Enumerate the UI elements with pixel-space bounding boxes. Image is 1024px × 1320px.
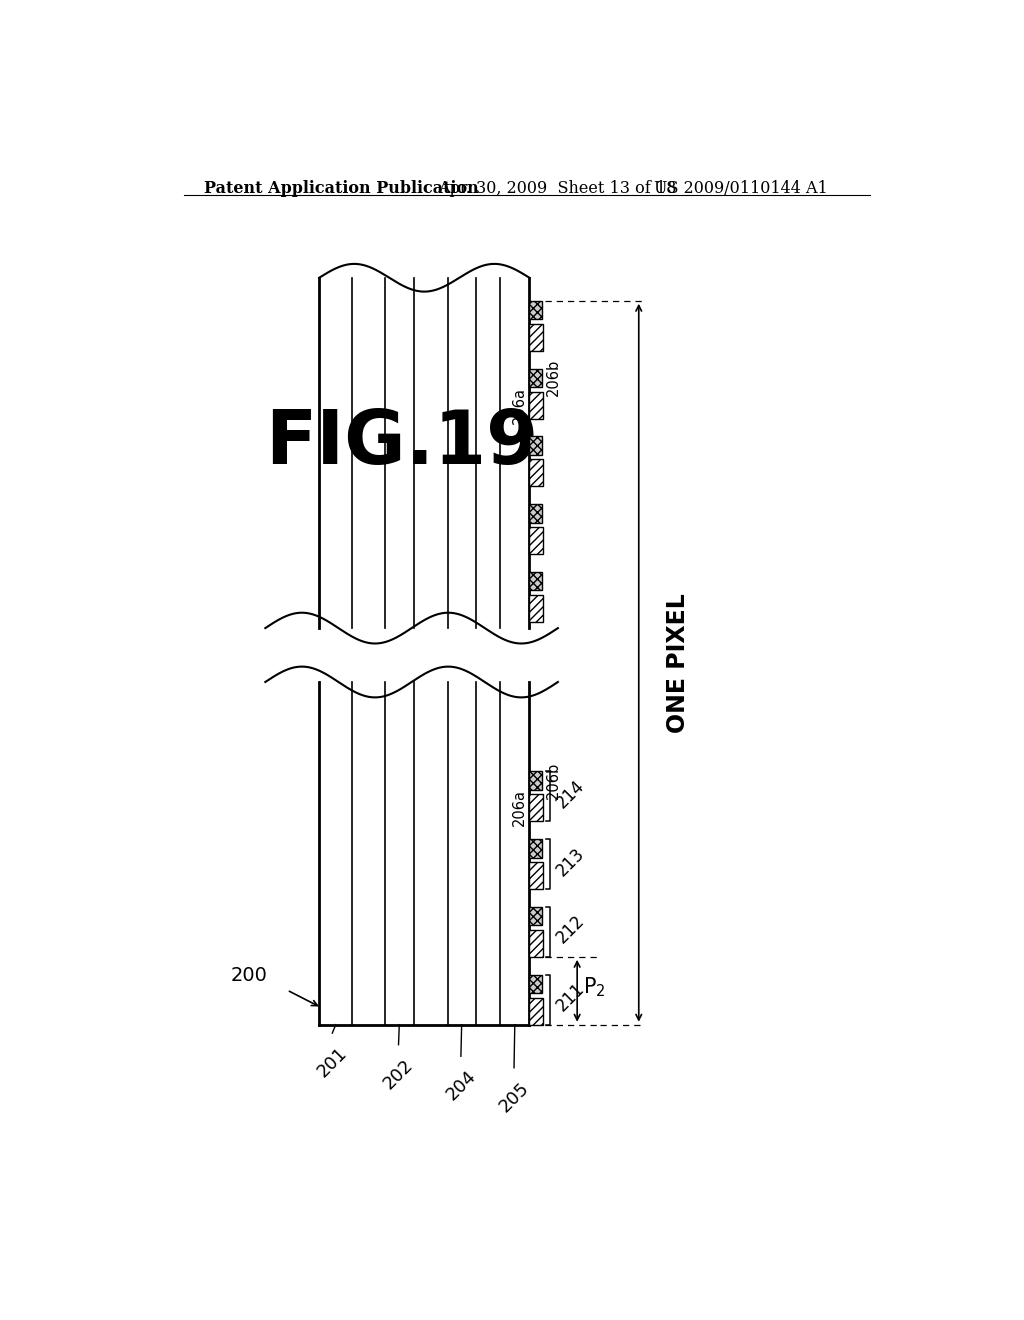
Bar <box>529 974 542 993</box>
Bar <box>529 323 544 351</box>
Bar <box>529 392 544 418</box>
Text: 206a: 206a <box>512 387 527 424</box>
Text: Patent Application Publication: Patent Application Publication <box>204 180 478 197</box>
Bar <box>529 437 542 455</box>
Bar <box>529 301 542 319</box>
Bar <box>529 595 544 622</box>
Text: 212: 212 <box>553 912 589 948</box>
Text: 214: 214 <box>553 776 589 812</box>
Bar <box>529 527 544 554</box>
Text: FIG.19: FIG.19 <box>265 407 539 479</box>
Text: 213: 213 <box>553 845 589 879</box>
Bar <box>529 862 544 890</box>
Text: 211: 211 <box>553 979 589 1015</box>
Bar <box>529 907 542 925</box>
Text: ONE PIXEL: ONE PIXEL <box>666 593 690 733</box>
Text: 205: 205 <box>496 1078 532 1115</box>
Text: US 2009/0110144 A1: US 2009/0110144 A1 <box>654 180 828 197</box>
Text: P$_2$: P$_2$ <box>584 975 606 999</box>
Text: 200: 200 <box>230 966 267 985</box>
Text: Apr. 30, 2009  Sheet 13 of 18: Apr. 30, 2009 Sheet 13 of 18 <box>438 180 677 197</box>
Text: 206b: 206b <box>546 359 560 396</box>
Bar <box>529 998 544 1024</box>
Bar <box>529 572 542 590</box>
Bar <box>529 504 542 523</box>
Bar <box>529 459 544 487</box>
Text: 206a: 206a <box>512 789 527 826</box>
Text: 202: 202 <box>380 1056 417 1093</box>
Bar <box>529 795 544 821</box>
Text: 204: 204 <box>442 1067 479 1104</box>
Bar <box>529 771 542 789</box>
Text: 201: 201 <box>314 1044 351 1081</box>
Bar <box>529 840 542 858</box>
Bar <box>529 929 544 957</box>
Text: 206b: 206b <box>546 762 560 799</box>
Bar <box>529 368 542 387</box>
